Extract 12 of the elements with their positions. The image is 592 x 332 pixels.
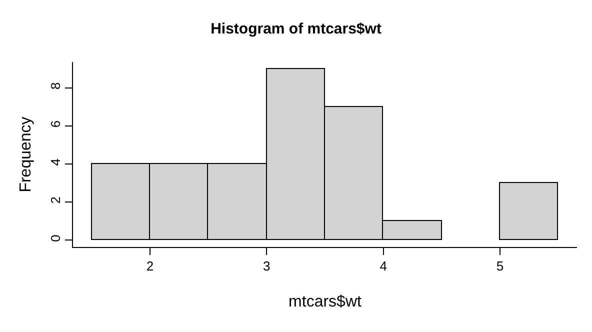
x-tick-label: 2 — [146, 258, 154, 274]
y-tick-label: 2 — [48, 196, 63, 204]
y-axis-title: Frequency — [18, 116, 35, 192]
x-tick-label: 3 — [263, 258, 270, 274]
x-tick-label: 5 — [496, 258, 504, 274]
chart-title: Histogram of mtcars$wt — [210, 20, 382, 38]
x-tick-label: 4 — [380, 258, 387, 274]
y-tick-label: 6 — [48, 120, 63, 128]
y-tick-label: 0 — [48, 234, 63, 242]
y-tick-label: 4 — [48, 158, 63, 166]
y-tick-label: 8 — [48, 82, 63, 90]
x-axis-title: mtcars$wt — [288, 293, 362, 310]
